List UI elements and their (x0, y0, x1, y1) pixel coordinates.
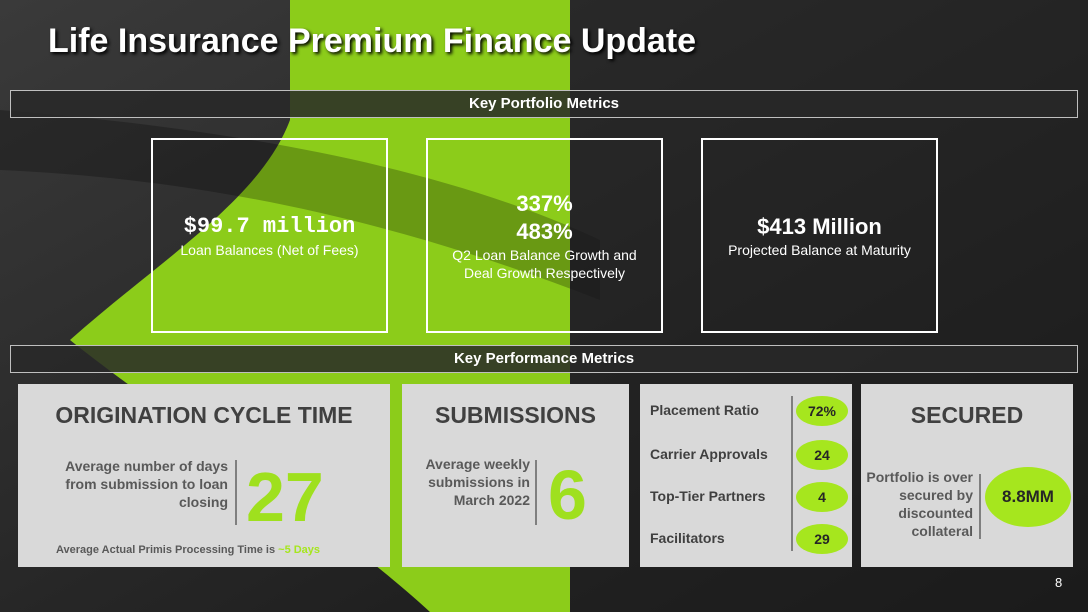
note-highlight: ~5 Days (278, 544, 321, 556)
panel-text: Portfolio is over secured by discounted … (866, 469, 973, 539)
metric-card: 337% 483% Q2 Loan Balance Growth and Dea… (426, 138, 663, 333)
title: Life Insurance Premium Finance Update (48, 22, 697, 60)
metric-label: Projected Balance at Maturity (728, 241, 911, 258)
metric-value: $99.7 million (183, 213, 356, 239)
note-text: Average Actual Primis Processing Time is (56, 544, 276, 556)
metric-card: $413 Million Projected Balance at Maturi… (701, 138, 938, 333)
panel: Placement Ratio 72% Carrier Approvals 24 Top… (640, 384, 852, 567)
panel: SUBMISSIONS Average weekly submissions i… (402, 384, 629, 567)
ratio-label: Facilitators (650, 530, 725, 546)
metric-label: Q2 Loan Balance Growth and Deal Growth R… (452, 246, 637, 281)
metric-value: $413 Million (757, 213, 882, 239)
note: Average Actual Primis Processing Time is… (56, 544, 320, 556)
divider (535, 460, 537, 525)
metric-label: Loan Balances (Net of Fees) (180, 241, 359, 258)
divider (235, 460, 237, 525)
big-number: 27 (246, 458, 324, 536)
divider (979, 474, 981, 539)
panel-text: Average number of days from submission t… (65, 458, 228, 510)
value-badge: 8.8MM (985, 467, 1071, 527)
big-number: 6 (548, 456, 587, 534)
ratio-label: Placement Ratio (650, 402, 759, 418)
panel-heading: SECURED (910, 402, 1024, 428)
section-heading: Key Performance Metrics (10, 345, 1078, 373)
section-heading: Key Portfolio Metrics (10, 90, 1078, 118)
ratio-value: 29 (796, 524, 848, 554)
ratio-value: 24 (796, 440, 848, 470)
ratio-value: 72% (796, 396, 848, 426)
metric-value: 337% (516, 190, 573, 216)
panel-heading: ORIGINATION CYCLE TIME (55, 402, 353, 428)
metric-value: 483% (516, 218, 573, 244)
divider (791, 396, 793, 551)
page-number: 8 (1055, 575, 1063, 590)
ratio-label: Top-Tier Partners (650, 488, 766, 504)
metric-card: $99.7 million Loan Balances (Net of Fees… (151, 138, 388, 333)
panel-text: Average weekly submissions in March 2022 (425, 456, 530, 508)
panel: SECURED Portfolio is over secured by dis… (861, 384, 1073, 567)
panel-heading: SUBMISSIONS (434, 402, 597, 428)
ratio-value: 4 (796, 482, 848, 512)
ratio-label: Carrier Approvals (650, 446, 768, 462)
panel: ORIGINATION CYCLE TIME Average number of… (18, 384, 390, 567)
